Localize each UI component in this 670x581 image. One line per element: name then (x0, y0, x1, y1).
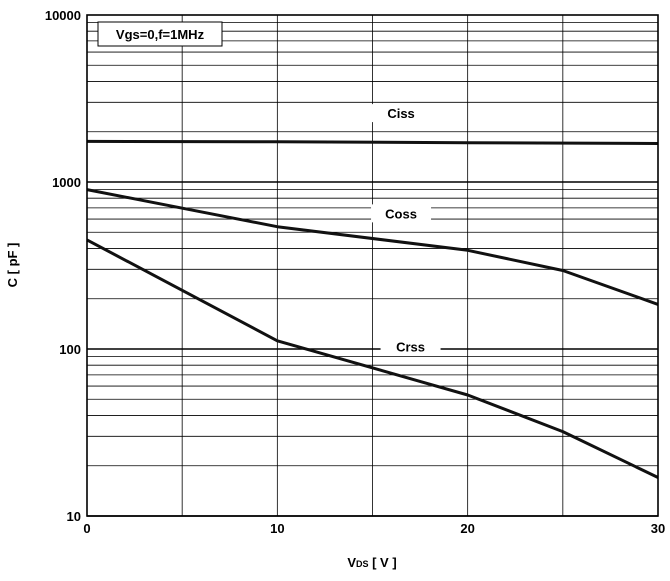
y-tick-label: 100 (59, 342, 81, 357)
series-layer (86, 139, 659, 479)
series-line-crss (86, 238, 659, 479)
x-axis-label-unit: [ V ] (369, 555, 397, 570)
y-tick-label: 10000 (45, 8, 81, 23)
condition-box: Vgs=0,f=1MHz (97, 21, 223, 47)
condition-box-border (97, 21, 223, 47)
annotation-crss: Crss (396, 340, 425, 355)
annotation-coss: Coss (385, 206, 417, 221)
annotation-ciss: Ciss (387, 106, 414, 121)
x-tick-label: 30 (651, 521, 665, 536)
condition-note: Vgs=0,f=1MHz (116, 27, 205, 42)
plot-frame (86, 14, 659, 517)
x-tick-labels: 0 10 20 30 (83, 521, 665, 536)
annotation-background (371, 204, 432, 223)
annotation-background (371, 104, 432, 123)
x-axis-label-sub: DS (356, 559, 369, 569)
x-tick-label: 0 (83, 521, 90, 536)
x-tick-label: 20 (460, 521, 474, 536)
x-tick-label: 10 (270, 521, 284, 536)
y-axis-label: C [ pF ] (5, 243, 20, 288)
annotation-layer: Ciss Coss Crss (371, 104, 441, 356)
y-tick-label: 1000 (52, 175, 81, 190)
series-line-coss (86, 188, 659, 306)
y-tick-label: 10 (67, 509, 81, 524)
annotation-background (380, 337, 441, 356)
x-axis-label: VDS [ V ] (347, 555, 396, 570)
grid (87, 15, 658, 517)
y-tick-labels: 10 100 1000 10000 (45, 8, 81, 524)
series-line-ciss (86, 139, 659, 145)
x-axis-label-main: V (347, 555, 356, 570)
